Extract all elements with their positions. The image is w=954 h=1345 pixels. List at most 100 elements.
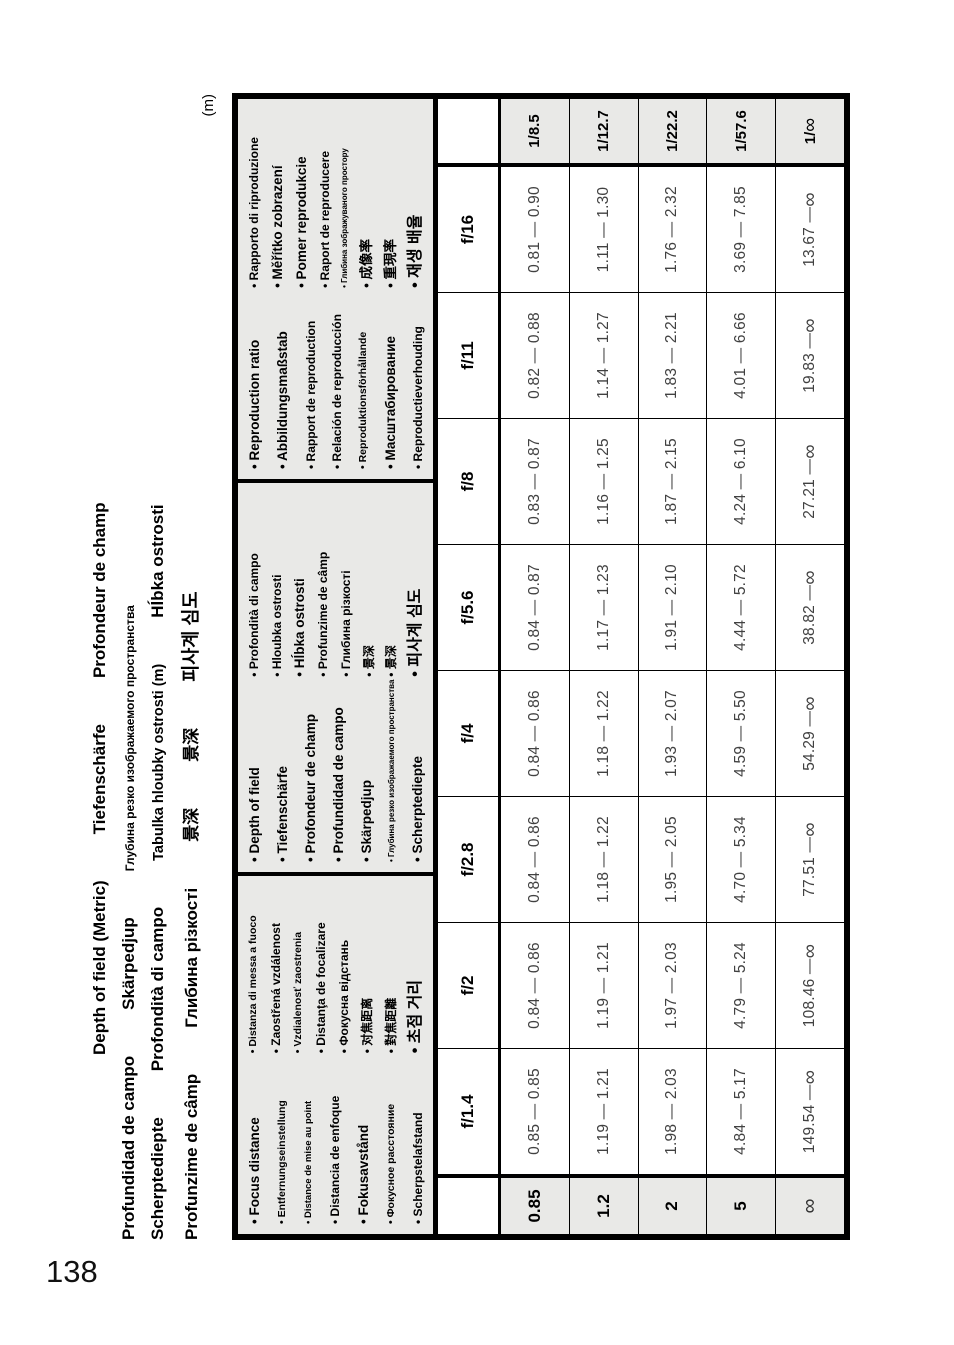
language-label: Distance de mise au point [303, 1063, 314, 1224]
dof-range-cell: 1.11 — 1.30 [569, 163, 638, 292]
dof-range-cell: 13.67 — ∞ [776, 163, 844, 292]
language-label: Entfernungseinstellung [276, 1063, 288, 1224]
language-label: Profundidad de campo [331, 687, 346, 862]
depth-of-field-table: Focus distance Entfernungseinstellung Dist… [232, 93, 850, 1240]
f-stop-header: f/2.8 [438, 796, 498, 922]
f-stop-header: f/4 [438, 670, 498, 796]
language-label: Scherpstelafstand [411, 1063, 425, 1224]
header-language-label: 피사계 심도 [180, 591, 201, 682]
table-row: 2 1.98 — 2.03 1.97 — 2.03 1.95 — 2.05 1.93 —… [638, 99, 708, 1234]
reproduction-ratio-languages-cell: Reproduction ratio Abbildungsmaßstab Rappo… [238, 99, 433, 479]
corner-cell [438, 1174, 498, 1234]
header-language-label: Scherptediepte [148, 1117, 167, 1240]
reproduction-ratio-cell: 1/57.6 [707, 99, 776, 163]
language-label: Vzdialenosť zaostrenia [292, 882, 304, 1053]
language-label: Reproduction ratio [247, 298, 262, 469]
language-label: Distanţa de focalizare [314, 882, 328, 1053]
language-label: Distancia de enfoque [328, 1063, 342, 1224]
dof-range-cell: 1.95 — 2.05 [638, 796, 707, 922]
language-label: Tiefenschärfe [275, 687, 290, 862]
dof-range-cell: 4.01 — 6.66 [707, 292, 776, 418]
header-language-label: Глибина різкості [182, 887, 201, 1028]
dof-range-cell: 19.83 — ∞ [776, 292, 844, 418]
corner-cell [438, 99, 498, 163]
dof-range-cell: 1.18 — 1.22 [569, 670, 638, 796]
dof-range-cell: 1.97 — 2.03 [638, 922, 707, 1048]
language-label: 对焦距离 [360, 882, 374, 1053]
language-label: Глубина резко изображаемого пространства [387, 680, 396, 862]
multilingual-title: Depth of field (Metric) Tiefenschärfe Prof… [90, 90, 230, 1240]
dof-range-cell: 1.17 — 1.23 [569, 544, 638, 670]
language-label: Rapporto di riproduzione [247, 105, 261, 288]
language-label: 景深 [384, 489, 398, 677]
dof-range-cell: 4.44 — 5.72 [707, 544, 776, 670]
reproduction-ratio-cell: 1/8.5 [501, 99, 569, 163]
language-label: 피사계 심도 [407, 489, 424, 677]
language-list-column: Rapporto di riproduzione Měřítko zobrazen… [247, 105, 424, 288]
f-number-header-row: f/1.4 f/2 f/2.8 f/4 f/5.6 f/8 f/11 f/16 [438, 99, 501, 1234]
dof-range-cell: 149.54 — ∞ [776, 1048, 844, 1174]
language-label: 對焦距離 [384, 882, 398, 1053]
language-label: Relación de reproducción [330, 298, 344, 469]
dof-range-cell: 77.51 — ∞ [776, 796, 844, 922]
dof-range-cell: 1.87 — 2.15 [638, 418, 707, 544]
language-label: 초점 거리 [407, 882, 424, 1053]
dof-range-cell: 54.29 — ∞ [776, 670, 844, 796]
language-label: Měřítko zobrazení [270, 105, 285, 288]
dof-range-cell: 0.84 — 0.86 [501, 922, 569, 1048]
language-list-column: Focus distance Entfernungseinstellung Dist… [247, 1063, 425, 1224]
dof-range-cell: 1.93 — 2.07 [638, 670, 707, 796]
rotated-content: Depth of field (Metric) Tiefenschärfe Prof… [90, 90, 855, 1240]
title-line: Depth of field (Metric) Tiefenschärfe Prof… [90, 90, 119, 1240]
table-row: 1.2 1.19 — 1.21 1.19 — 1.21 1.18 — 1.22 1.18… [569, 99, 639, 1234]
header-language-label: 景深 [182, 727, 201, 762]
dof-range-cell: 1.91 — 2.10 [638, 544, 707, 670]
f-stop-header: f/5.6 [438, 544, 498, 670]
language-label: Hĺbka ostrosti [292, 489, 307, 677]
language-label: 成像率 [359, 105, 374, 288]
table-row: 5 4.84 — 5.17 4.79 — 5.24 4.70 — 5.34 4.59 —… [707, 99, 777, 1234]
dof-range-cell: 0.84 — 0.86 [501, 796, 569, 922]
dof-range-cell: 4.70 — 5.34 [707, 796, 776, 922]
header-language-label: Depth of field (Metric) [90, 880, 109, 1055]
dof-range-cell: 1.19 — 1.21 [569, 1048, 638, 1174]
dof-range-cell: 4.24 — 6.10 [707, 418, 776, 544]
language-label: Reproductieverhouding [411, 298, 425, 469]
header-language-label: Tiefenschärfe [90, 724, 109, 835]
language-list-column: Distanza di messa a fuoco Zaostřená vzdál… [247, 882, 424, 1053]
focus-distance-languages-cell: Focus distance Entfernungseinstellung Dist… [238, 872, 433, 1234]
dof-range-cell: 4.79 — 5.24 [707, 922, 776, 1048]
table-row: ∞ 149.54 — ∞ 108.46 — ∞ 77.51 — ∞ 54.29 — ∞ 3… [776, 99, 844, 1234]
language-label: Fokusavstånd [356, 1063, 371, 1224]
dof-range-cell: 0.85 — 0.85 [501, 1048, 569, 1174]
dof-range-cell: 3.69 — 7.85 [707, 163, 776, 292]
f-stop-header: f/2 [438, 922, 498, 1048]
language-list-column: Profondità di campo Hloubka ostrosti Hĺbka… [247, 489, 424, 677]
dof-range-cell: 1.18 — 1.22 [569, 796, 638, 922]
focus-distance-cell: 1.2 [569, 1174, 638, 1234]
title-line: Profunzime de câmp Глибина різкості 景深 景深 피사… [177, 90, 206, 1240]
language-label: 景深 [362, 489, 376, 677]
dof-range-cell: 0.83 — 0.87 [501, 418, 569, 544]
header-language-label: Profundidad de campo [119, 1055, 138, 1240]
dof-range-cell: 1.98 — 2.03 [638, 1048, 707, 1174]
language-list-column: Reproduction ratio Abbildungsmaßstab Rappo… [247, 298, 425, 469]
table-row: 0.85 0.85 — 0.85 0.84 — 0.86 0.84 — 0.86 0.8… [501, 99, 570, 1234]
unit-label: (m) [200, 94, 217, 117]
dof-range-cell: 1.14 — 1.27 [569, 292, 638, 418]
language-label: Scherptediepte [410, 687, 425, 862]
dof-range-cell: 1.76 — 2.32 [638, 163, 707, 292]
dof-range-cell: 0.84 — 0.87 [501, 544, 569, 670]
language-label: Skärpedjup [359, 687, 374, 862]
header-language-label: 景深 [182, 807, 201, 842]
table-language-header-row: Focus distance Entfernungseinstellung Dist… [238, 99, 438, 1234]
language-label: Profondità di campo [247, 489, 261, 677]
language-label: Abbildungsmaßstab [275, 298, 290, 469]
header-language-label: Hĺbka ostrosti [148, 504, 167, 618]
header-language-label: Tabulka hloubky ostrosti (m) [151, 663, 167, 861]
f-stop-header: f/16 [438, 163, 498, 292]
dof-range-cell: 1.83 — 2.21 [638, 292, 707, 418]
header-language-label: Profunzime de câmp [182, 1073, 201, 1240]
language-label: 재생 배율 [407, 105, 424, 288]
